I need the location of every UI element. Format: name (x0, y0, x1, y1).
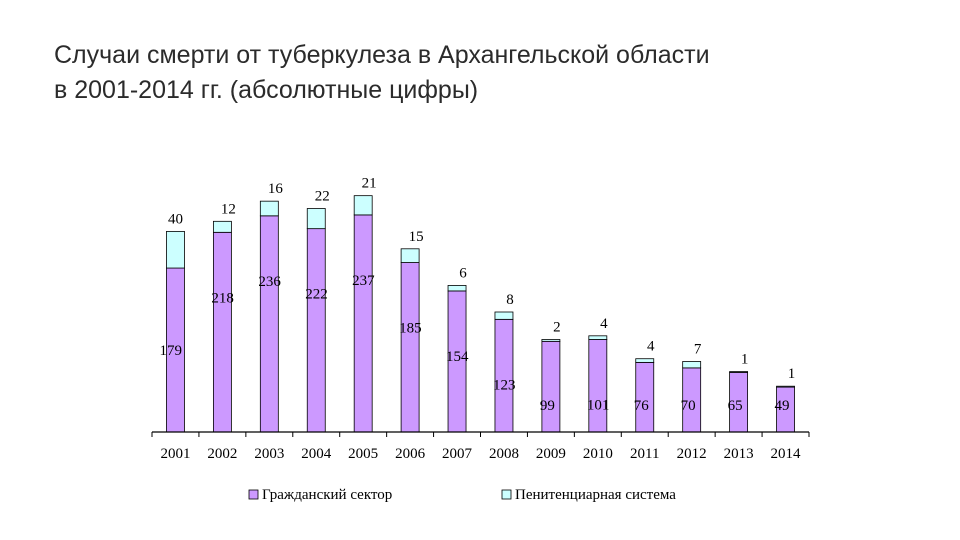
label-civilian-2005: 237 (352, 273, 375, 289)
label-civilian-2002: 218 (211, 290, 234, 306)
label-civilian-2011: 76 (634, 398, 650, 414)
legend-swatch-0 (248, 489, 259, 500)
legend: Гражданский сектор Пенитенциарная система (248, 487, 676, 503)
label-civilian-2014: 49 (775, 398, 790, 414)
bar-penitentiary-2011 (635, 358, 655, 363)
bar-penitentiary-2010 (588, 335, 608, 340)
label-civilian-2008: 123 (493, 377, 516, 393)
bar-civilian-2004 (306, 228, 326, 433)
bar-penitentiary-2004 (306, 208, 326, 230)
label-penitentiary-2005: 21 (362, 176, 377, 192)
bar-penitentiary-2009 (541, 339, 561, 342)
bar-penitentiary-2001 (166, 230, 185, 269)
label-civilian-2001: 179 (159, 343, 182, 359)
x-tick-label: 2006 (395, 446, 426, 462)
x-tick-label: 2002 (207, 446, 237, 462)
x-tick-label: 2007 (442, 446, 473, 462)
label-civilian-2013: 65 (728, 398, 743, 414)
label-penitentiary-2009: 2 (553, 319, 561, 335)
label-civilian-2007: 154 (446, 349, 469, 365)
label-penitentiary-2010: 4 (600, 316, 608, 332)
bar-civilian-2006 (400, 262, 420, 433)
label-penitentiary-2003: 16 (268, 181, 284, 197)
bar-penitentiary-2007 (447, 285, 467, 292)
x-tick-label: 2003 (254, 446, 284, 462)
x-tick-label: 2009 (536, 446, 566, 462)
x-tick-label: 2013 (724, 446, 754, 462)
bar-penitentiary-2005 (353, 195, 373, 216)
bar-civilian-2005 (353, 214, 373, 433)
bar-civilian-2003 (259, 215, 279, 433)
x-tick-label: 2012 (677, 446, 707, 462)
bar-civilian-2009 (541, 340, 561, 433)
label-civilian-2012: 70 (681, 398, 696, 414)
x-tick-label: 2011 (630, 446, 659, 462)
x-ticks: 2001 2002 2003 2004 2005 2006 2007 2008 2009 2010… (151, 432, 810, 462)
bar-penitentiary-2012 (682, 361, 702, 369)
x-tick-label: 2008 (489, 446, 519, 462)
title-line-2: в 2001-2014 гг. (абсолютные цифры) (54, 76, 479, 104)
x-tick-label: 2005 (348, 446, 378, 462)
bars-layer (166, 195, 795, 433)
bar-penitentiary-2002 (212, 220, 232, 233)
x-tick-label: 2004 (301, 446, 332, 462)
page-title: Случаи смерти от туберкулеза в Архангель… (54, 38, 914, 108)
label-civilian-2003: 236 (258, 274, 281, 290)
legend-label-0: Гражданский сектор (262, 487, 392, 503)
label-penitentiary-2007: 6 (459, 265, 467, 281)
label-civilian-2009: 99 (540, 398, 555, 414)
label-penitentiary-2014: 1 (788, 366, 796, 382)
bar-civilian-2002 (212, 231, 232, 433)
bar-penitentiary-2003 (259, 200, 279, 217)
label-penitentiary-2012: 7 (694, 341, 702, 357)
x-tick-label: 2001 (160, 446, 190, 462)
label-civilian-2004: 222 (305, 287, 328, 303)
x-tick-label: 2014 (771, 446, 802, 462)
label-civilian-2010: 101 (587, 397, 610, 413)
label-penitentiary-2013: 1 (741, 352, 749, 368)
legend-label-1: Пенитенциарная система (515, 487, 676, 503)
bar-penitentiary-2006 (400, 248, 420, 263)
bar-civilian-2010 (588, 339, 608, 433)
value-labels: 1794021812236162222223721185151546123899… (159, 176, 795, 414)
bar-penitentiary-2013 (729, 371, 749, 373)
label-penitentiary-2008: 8 (506, 292, 514, 308)
label-penitentiary-2001: 40 (168, 211, 183, 227)
legend-swatch-1 (501, 489, 512, 500)
title-line-1: Случаи смерти от туберкулеза в Архангель… (54, 41, 710, 69)
bar-penitentiary-2008 (494, 311, 514, 320)
label-civilian-2006: 185 (399, 321, 422, 337)
bar-penitentiary-2014 (776, 385, 795, 388)
label-penitentiary-2002: 12 (221, 201, 236, 217)
label-penitentiary-2006: 15 (409, 229, 424, 245)
bar-civilian-2008 (494, 318, 514, 433)
x-tick-label: 2010 (583, 446, 613, 462)
label-penitentiary-2011: 4 (647, 339, 655, 355)
label-penitentiary-2004: 22 (315, 188, 330, 204)
